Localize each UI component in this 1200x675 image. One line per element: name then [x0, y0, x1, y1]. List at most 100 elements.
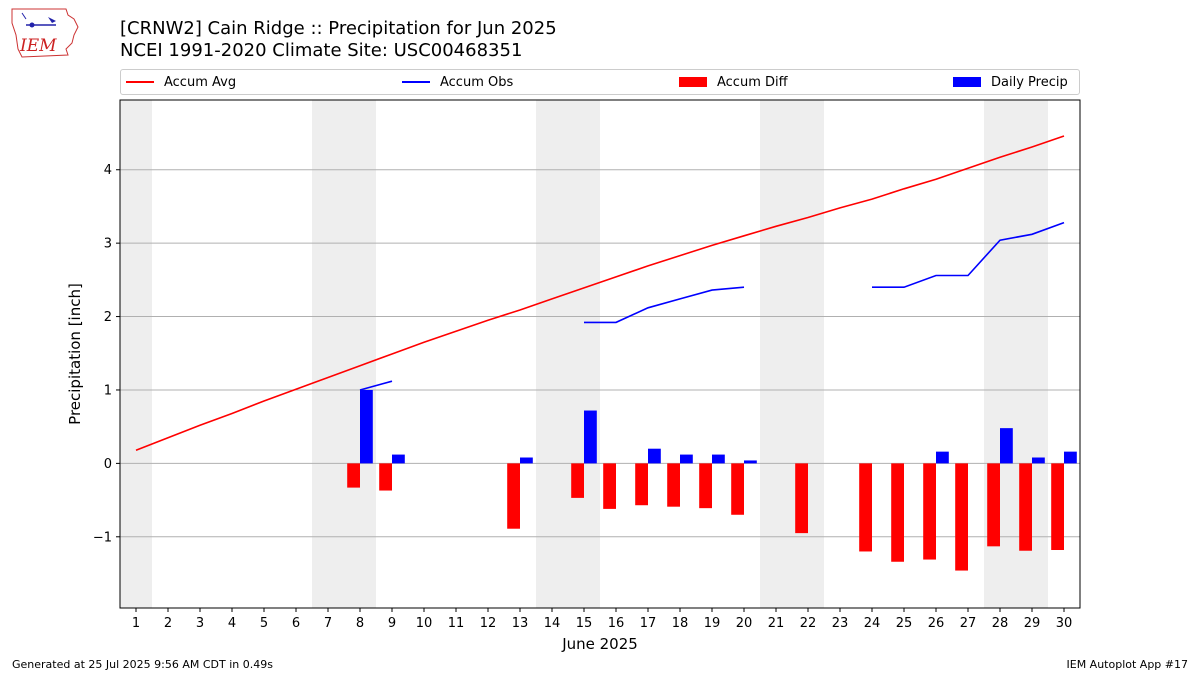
x-tick-label-15: 15	[576, 616, 593, 631]
legend-swatch-accum-diff	[679, 77, 707, 87]
x-tick-label-1: 1	[132, 616, 140, 631]
accum-diff-bar-day-22	[795, 463, 808, 534]
weekend-band-14	[536, 100, 568, 608]
legend-item-accum-obs: Accum Obs	[402, 74, 513, 90]
x-tick-label-22: 22	[800, 616, 817, 631]
x-tick-label-13: 13	[512, 616, 529, 631]
logo-text: IEM	[19, 36, 57, 56]
x-tick-label-21: 21	[768, 616, 785, 631]
x-tick-label-11: 11	[448, 616, 465, 631]
legend-swatch-accum-obs	[402, 81, 430, 83]
chart-title: [CRNW2] Cain Ridge :: Precipitation for …	[120, 18, 557, 62]
x-tick-label-16: 16	[608, 616, 625, 631]
y-tick-label: 0	[104, 457, 112, 472]
weekend-band-21	[760, 100, 792, 608]
accum-diff-bar-day-27	[955, 463, 968, 571]
x-tick-label-9: 9	[388, 616, 396, 631]
x-tick-label-23: 23	[832, 616, 849, 631]
weekend-band-1	[120, 100, 152, 608]
x-tick-label-3: 3	[196, 616, 204, 631]
legend-label-accum-avg: Accum Avg	[164, 74, 237, 90]
x-tick-label-2: 2	[164, 616, 172, 631]
daily-precip-bar-day-20	[744, 460, 757, 464]
accum-diff-bar-day-15	[571, 463, 584, 498]
accum-obs-line-segment-2	[872, 221, 1065, 289]
x-tick-label-4: 4	[228, 616, 236, 631]
x-tick-label-14: 14	[544, 616, 561, 631]
daily-precip-bar-day-26	[936, 451, 949, 464]
daily-precip-bar-day-17	[648, 448, 661, 464]
y-tick-label: −1	[93, 530, 112, 545]
x-tick-label-20: 20	[736, 616, 753, 631]
accum-diff-bar-day-25	[891, 463, 904, 562]
x-axis-label: June 2025	[561, 635, 638, 653]
y-tick-label: 3	[104, 237, 112, 252]
y-tick-label: 4	[104, 163, 112, 178]
legend-label-accum-diff: Accum Diff	[717, 74, 788, 90]
x-tick-label-17: 17	[640, 616, 657, 631]
legend-item-accum-diff: Accum Diff	[679, 74, 788, 90]
accum-diff-bar-day-24	[859, 463, 872, 552]
title-line-2: NCEI 1991-2020 Climate Site: USC00468351	[120, 40, 523, 61]
accum-diff-bar-day-20	[731, 463, 744, 515]
accum-diff-bar-day-28	[987, 463, 1000, 547]
legend: Accum Avg Accum Obs Accum Diff Daily Pre…	[120, 69, 1080, 95]
x-tick-label-8: 8	[356, 616, 364, 631]
x-tick-label-5: 5	[260, 616, 268, 631]
accum-diff-bar-day-13	[507, 463, 520, 529]
daily-precip-bar-day-30	[1064, 451, 1077, 464]
accum-avg-line-segment-0	[135, 135, 1065, 451]
accum-diff-bar-day-8	[347, 463, 360, 488]
x-tick-label-19: 19	[704, 616, 721, 631]
weekend-band-8	[344, 100, 376, 608]
accum-diff-bar-day-9	[379, 463, 392, 491]
accum-obs-line-segment-0	[359, 380, 393, 391]
accum-diff-bar-day-18	[667, 463, 680, 507]
x-tick-label-6: 6	[292, 616, 300, 631]
legend-item-daily-precip: Daily Precip	[953, 74, 1068, 90]
daily-precip-bar-day-13	[520, 457, 533, 464]
accum-diff-bar-day-26	[923, 463, 936, 560]
daily-precip-bar-day-29	[1032, 457, 1045, 464]
legend-item-accum-avg: Accum Avg	[126, 74, 236, 90]
legend-swatch-daily-precip	[953, 77, 981, 87]
footer-generated: Generated at 25 Jul 2025 9:56 AM CDT in …	[12, 658, 273, 671]
legend-swatch-accum-avg	[126, 81, 154, 83]
x-tick-label-18: 18	[672, 616, 689, 631]
weekend-band-15	[568, 100, 600, 608]
title-line-1: [CRNW2] Cain Ridge :: Precipitation for …	[120, 18, 557, 39]
legend-label-accum-obs: Accum Obs	[440, 74, 514, 90]
x-tick-label-26: 26	[928, 616, 945, 631]
accum-obs-line-segment-1	[584, 286, 745, 324]
daily-precip-bar-day-9	[392, 454, 405, 464]
accum-diff-bar-day-16	[603, 463, 616, 509]
y-tick-label: 1	[104, 383, 112, 398]
y-axis-label: Precipitation [inch]	[66, 283, 84, 425]
x-tick-label-10: 10	[416, 616, 433, 631]
plot-frame	[119, 99, 1081, 609]
y-tick-label: 2	[104, 310, 112, 325]
accum-diff-bar-day-30	[1051, 463, 1064, 551]
accum-diff-bar-day-17	[635, 463, 648, 506]
daily-precip-bar-day-28	[1000, 428, 1013, 464]
iowa-state-outline-icon	[11, 8, 79, 58]
x-tick-label-30: 30	[1056, 616, 1073, 631]
accum-diff-bar-day-19	[699, 463, 712, 509]
x-tick-label-27: 27	[960, 616, 977, 631]
daily-precip-bar-day-15	[584, 410, 597, 464]
daily-precip-bar-day-8	[360, 389, 373, 464]
x-tick-label-29: 29	[1024, 616, 1041, 631]
accum-diff-bar-day-29	[1019, 463, 1032, 551]
weekend-band-7	[312, 100, 344, 608]
x-tick-label-28: 28	[992, 616, 1009, 631]
x-tick-label-12: 12	[480, 616, 497, 631]
footer-app: IEM Autoplot App #17	[1066, 658, 1189, 671]
daily-precip-bar-day-19	[712, 454, 725, 464]
x-tick-label-25: 25	[896, 616, 913, 631]
x-tick-label-24: 24	[864, 616, 881, 631]
iem-logo: IEM	[11, 8, 79, 58]
legend-label-daily-precip: Daily Precip	[991, 74, 1068, 90]
x-tick-label-7: 7	[324, 616, 332, 631]
daily-precip-bar-day-18	[680, 454, 693, 464]
